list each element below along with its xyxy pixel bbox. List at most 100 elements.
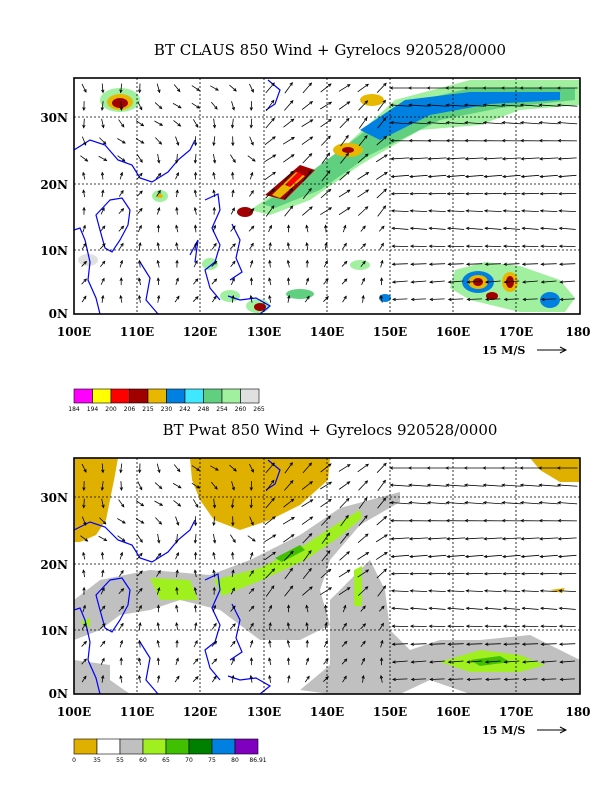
wind-vector: [264, 551, 276, 561]
wind-vector-head: [157, 89, 161, 94]
wind-vector-head: [83, 640, 88, 645]
wind-vector-head: [519, 501, 524, 505]
wind-vector: [502, 537, 521, 540]
wind-vector-head: [483, 192, 488, 196]
wind-vector: [521, 554, 540, 558]
x-tick: 100E: [57, 705, 91, 719]
wind-vector-head: [364, 514, 368, 519]
wind-vector-head: [328, 101, 333, 105]
wind-vector: [559, 643, 576, 645]
scale-label: 15 M/S: [482, 344, 525, 357]
wind-vector-head: [100, 107, 105, 111]
wind-vector-head: [519, 121, 524, 125]
wind-vector-head: [101, 124, 105, 129]
wind-vector-head: [539, 174, 544, 179]
wind-vector-head: [289, 567, 293, 572]
wind-vector: [392, 625, 409, 628]
wind-vector-head: [445, 519, 450, 523]
wind-vector: [465, 554, 484, 558]
wind-vector: [193, 278, 199, 285]
wind-vector: [211, 641, 217, 647]
wind-vector-head: [389, 483, 394, 487]
wind-vector: [191, 482, 200, 489]
wind-vector-head: [250, 469, 254, 473]
wind-vector-head: [539, 537, 543, 541]
wind-vector: [467, 678, 482, 680]
wind-vector-head: [389, 501, 394, 505]
panel-top-title: BT CLAUS 850 Wind + Gyrelocs 920528/0000: [154, 41, 506, 59]
wind-vector: [249, 83, 254, 93]
wind-vector: [101, 675, 104, 683]
wind-vector-head: [409, 572, 414, 576]
wind-vector: [559, 590, 576, 593]
wind-vector-head: [328, 481, 333, 485]
panel-bottom-title: BT Pwat 850 Wind + Gyrelocs 920528/0000: [163, 421, 498, 439]
wind-vector: [338, 84, 351, 92]
wind-vector-head: [137, 674, 142, 679]
wind-vector-head: [538, 466, 542, 470]
y-tick: 20N: [40, 558, 68, 572]
wind-vector-head: [215, 87, 219, 91]
wind-vector-head: [251, 158, 256, 162]
wind-vector: [341, 658, 348, 665]
wind-vector: [268, 605, 272, 613]
x-tick: 140E: [310, 705, 344, 719]
wind-vector-head: [502, 624, 507, 628]
wind-vector: [504, 280, 520, 283]
wind-vector: [157, 242, 160, 250]
wind-vector: [540, 607, 558, 610]
wind-vector: [176, 207, 178, 215]
wind-vector-head: [391, 262, 396, 266]
wind-vector: [154, 102, 163, 109]
wind-vector-head: [382, 479, 386, 484]
wind-vector-head: [195, 676, 199, 680]
wind-vector: [175, 136, 179, 146]
wind-vector: [320, 569, 331, 579]
wind-vector: [377, 205, 386, 217]
wind-vector: [175, 658, 179, 666]
wind-vector: [117, 535, 126, 542]
wind-vector-head: [231, 106, 235, 111]
wind-vector: [302, 586, 313, 596]
wind-vector-head: [483, 209, 488, 213]
x-tick: 110E: [120, 705, 154, 719]
wind-vector-head: [212, 206, 216, 211]
wind-vector: [306, 242, 309, 250]
wind-vector: [540, 554, 558, 558]
wind-vector-head: [558, 226, 563, 231]
wind-vector: [522, 660, 538, 663]
wind-vector: [230, 154, 236, 163]
wind-vector: [174, 676, 180, 683]
wind-vector-head: [268, 657, 272, 662]
panel-bottom-x-ticks: 100E 110E 120E 130E 140E 150E 160E 170E …: [57, 705, 591, 719]
wind-vector-head: [305, 224, 309, 229]
wind-vector-head: [196, 105, 201, 109]
wind-vector-head: [305, 277, 310, 282]
wind-vector: [230, 587, 235, 595]
wind-vector-head: [446, 157, 450, 161]
wind-vector-head: [140, 140, 145, 144]
wind-vector: [375, 172, 388, 180]
wind-vector: [447, 590, 465, 593]
wind-vector: [176, 242, 178, 250]
wind-vector-head: [464, 519, 469, 523]
wind-vector-head: [390, 157, 395, 161]
wind-vector-head: [212, 124, 217, 129]
wind-vector: [338, 464, 351, 472]
wind-vector: [484, 537, 503, 540]
wind-vector-head: [176, 522, 180, 526]
wind-vector: [392, 607, 409, 610]
wind-vector: [264, 516, 276, 526]
wind-vector: [249, 190, 254, 197]
wind-vector-head: [157, 189, 161, 194]
wind-vector: [100, 261, 106, 267]
wind-vector: [427, 484, 448, 487]
wind-vector-head: [328, 118, 332, 123]
wind-vector: [213, 190, 216, 198]
wind-vector: [230, 278, 235, 285]
panel-top-colorbar: 184 194 200 206 215 230 242 248 254 260 265: [68, 388, 265, 413]
wind-vector-head: [380, 259, 384, 264]
colorbar-swatch: [73, 388, 93, 404]
wind-vector-head: [193, 171, 198, 176]
wind-vector-head: [212, 551, 216, 556]
